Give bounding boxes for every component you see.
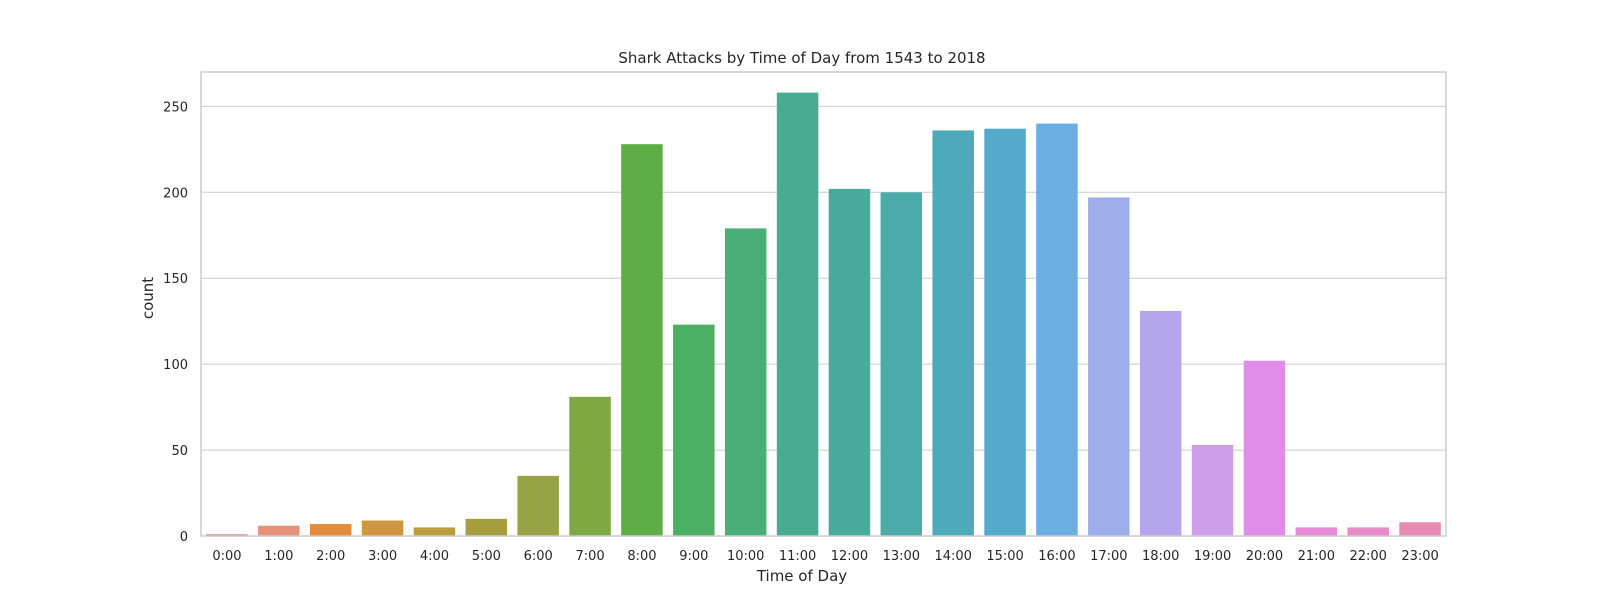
bar: [361, 520, 404, 536]
bar: [1399, 522, 1441, 536]
y-tick-label: 200: [163, 186, 188, 201]
bar: [932, 130, 974, 536]
bar: [569, 396, 611, 536]
bar: [776, 92, 819, 536]
x-tick-label: 9:00: [679, 549, 708, 564]
x-tick-label: 18:00: [1142, 549, 1179, 564]
x-tick-labels: 0:00 1:00 2:00 3:00 4:00 5:00 6:00 7:00 8:00 9:00…: [212, 549, 1438, 564]
x-tick-label: 7:00: [575, 549, 604, 564]
bar: [828, 188, 871, 536]
y-tick-label: 150: [163, 272, 188, 287]
y-gridlines: [201, 105, 1446, 451]
x-tick-label: 3:00: [368, 549, 397, 564]
x-tick-label: 0:00: [212, 549, 241, 564]
bar: [1243, 360, 1286, 536]
bar: [984, 128, 1026, 536]
bar: [1347, 527, 1389, 536]
y-tick-label: 0: [180, 530, 188, 545]
bar: [465, 518, 508, 536]
bar: [621, 144, 663, 536]
plot-frame: [200, 71, 1447, 537]
x-tick-label: 5:00: [472, 549, 501, 564]
x-tick-label: 1:00: [264, 549, 293, 564]
x-tick-label: 11:00: [779, 549, 816, 564]
bar: [206, 534, 248, 536]
x-tick-label: 2:00: [316, 549, 345, 564]
bar: [880, 192, 923, 536]
x-tick-label: 19:00: [1194, 549, 1231, 564]
x-tick-label: 6:00: [524, 549, 553, 564]
x-tick-label: 4:00: [420, 549, 449, 564]
bar: [1295, 527, 1338, 536]
y-tick-labels: 0 50 100 150 200 250: [163, 100, 188, 545]
y-tick-label: 100: [163, 358, 188, 373]
chart-title: Shark Attacks by Time of Day from 1543 t…: [618, 49, 985, 67]
bar: [1191, 444, 1234, 536]
x-tick-label: 16:00: [1038, 549, 1075, 564]
x-tick-label: 15:00: [986, 549, 1023, 564]
y-tick-label: 50: [171, 444, 188, 459]
x-tick-label: 8:00: [627, 549, 656, 564]
bar: [673, 324, 715, 536]
y-tick-label: 250: [163, 100, 188, 115]
x-tick-label: 12:00: [831, 549, 868, 564]
bar: [517, 475, 559, 536]
x-tick-label: 14:00: [934, 549, 971, 564]
bar: [1036, 123, 1078, 537]
bar: [258, 525, 300, 536]
x-tick-label: 20:00: [1246, 549, 1283, 564]
bar: [1088, 197, 1130, 537]
x-axis-label: Time of Day: [756, 567, 847, 585]
x-tick-label: 13:00: [883, 549, 920, 564]
bar: [413, 527, 456, 536]
x-tick-label: 10:00: [727, 549, 764, 564]
x-tick-label: 23:00: [1401, 549, 1438, 564]
bar: [724, 228, 767, 536]
x-tick-label: 21:00: [1298, 549, 1335, 564]
bar: [309, 523, 352, 536]
x-tick-label: 22:00: [1349, 549, 1386, 564]
y-axis-label: count: [139, 277, 157, 319]
x-tick-label: 17:00: [1090, 549, 1127, 564]
bars: [206, 92, 1441, 537]
bar: [1139, 310, 1182, 536]
